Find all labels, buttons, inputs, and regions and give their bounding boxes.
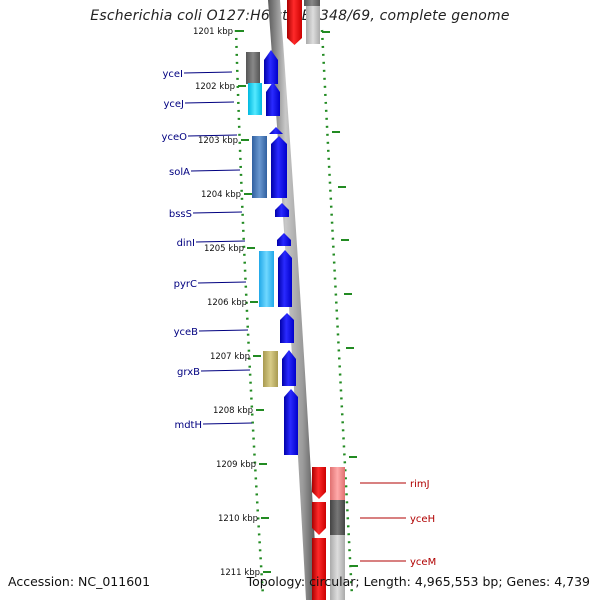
gene-leader-line [187,134,238,137]
gene-leader-line [200,369,251,372]
gene-arrow-mdtH [284,389,298,455]
gene-arrow-pyrC [278,250,292,307]
gene-label-bssS: bssS [169,209,192,220]
gene-label-mdtH: mdtH [174,420,202,431]
kbp-tick-label: 1207 kbp [210,352,250,362]
gene-leader-line [183,71,233,74]
kbp-tick-label: 1201 kbp [193,27,233,37]
kbp-tick-label: 1209 kbp [216,460,256,470]
gene-label-rimJ: rimJ [410,479,430,490]
minus-strand-genes [264,50,298,455]
gene-leader-line [197,281,247,284]
topology-label: Topology: circular; Length: 4,965,553 bp… [246,574,590,589]
gene-leader-line [202,422,253,425]
gene-leader-line [190,169,241,172]
gene-labels-right: rimJ yceH yceM [360,479,436,568]
gene-leader-line [192,211,243,214]
gene-label-grxB: grxB [177,367,200,378]
kbp-tick-label: 1205 kbp [204,244,244,254]
gene-label-yceM: yceM [410,557,436,568]
kbp-ticks: 1201 kbp 1202 kbp 1203 kbp 1204 kbp 1205 kbp… [193,27,271,578]
gene-arrow-top [287,0,302,45]
gene-arrow-bssS [275,203,289,217]
kbp-tick-label: 1211 kbp [220,568,260,578]
gene-arrow-rimJ [312,467,326,499]
kbp-tick-label: 1203 kbp [198,136,238,146]
gene-leader-line [195,240,246,243]
gene-arrow-yceH [312,502,326,535]
gene-arrow-yceI [264,50,278,84]
gene-arrow-grxB [282,350,296,386]
gene-label-yceJ: yceJ [163,99,184,110]
accession-label: Accession: NC_011601 [8,574,151,589]
gene-arrow-yceB [280,313,294,343]
gene-arrow-yceO [269,127,283,134]
gene-label-pyrC: pyrC [174,279,197,290]
gene-label-yceB: yceB [174,327,199,338]
kbp-tick-label: 1208 kbp [213,406,253,416]
plus-strand-genes [287,0,345,600]
gene-arrow-dinI [277,233,291,246]
gene-label-yceH: yceH [410,514,435,525]
gene-leader-line [184,101,235,104]
cog-boxes-left [246,52,278,387]
gene-label-yceO: yceO [162,132,188,143]
gene-arrow-yceM [312,538,326,600]
gene-label-yceI: yceI [162,69,183,80]
inner-ruler-ticks [322,31,358,567]
gene-leader-line [198,329,249,332]
kbp-tick-label: 1202 kbp [195,82,235,92]
gene-labels-left: yceI yceJ yceO solA bssS dinI pyrC yceB grxB mdtH [162,69,253,431]
gene-label-solA: solA [169,167,190,178]
gene-label-dinI: dinI [177,238,195,249]
gene-arrow-solA [271,136,287,198]
kbp-tick-label: 1210 kbp [218,514,258,524]
kbp-tick-label: 1206 kbp [207,298,247,308]
gene-arrow-yceJ [266,82,280,116]
kbp-tick-label: 1204 kbp [201,190,241,200]
